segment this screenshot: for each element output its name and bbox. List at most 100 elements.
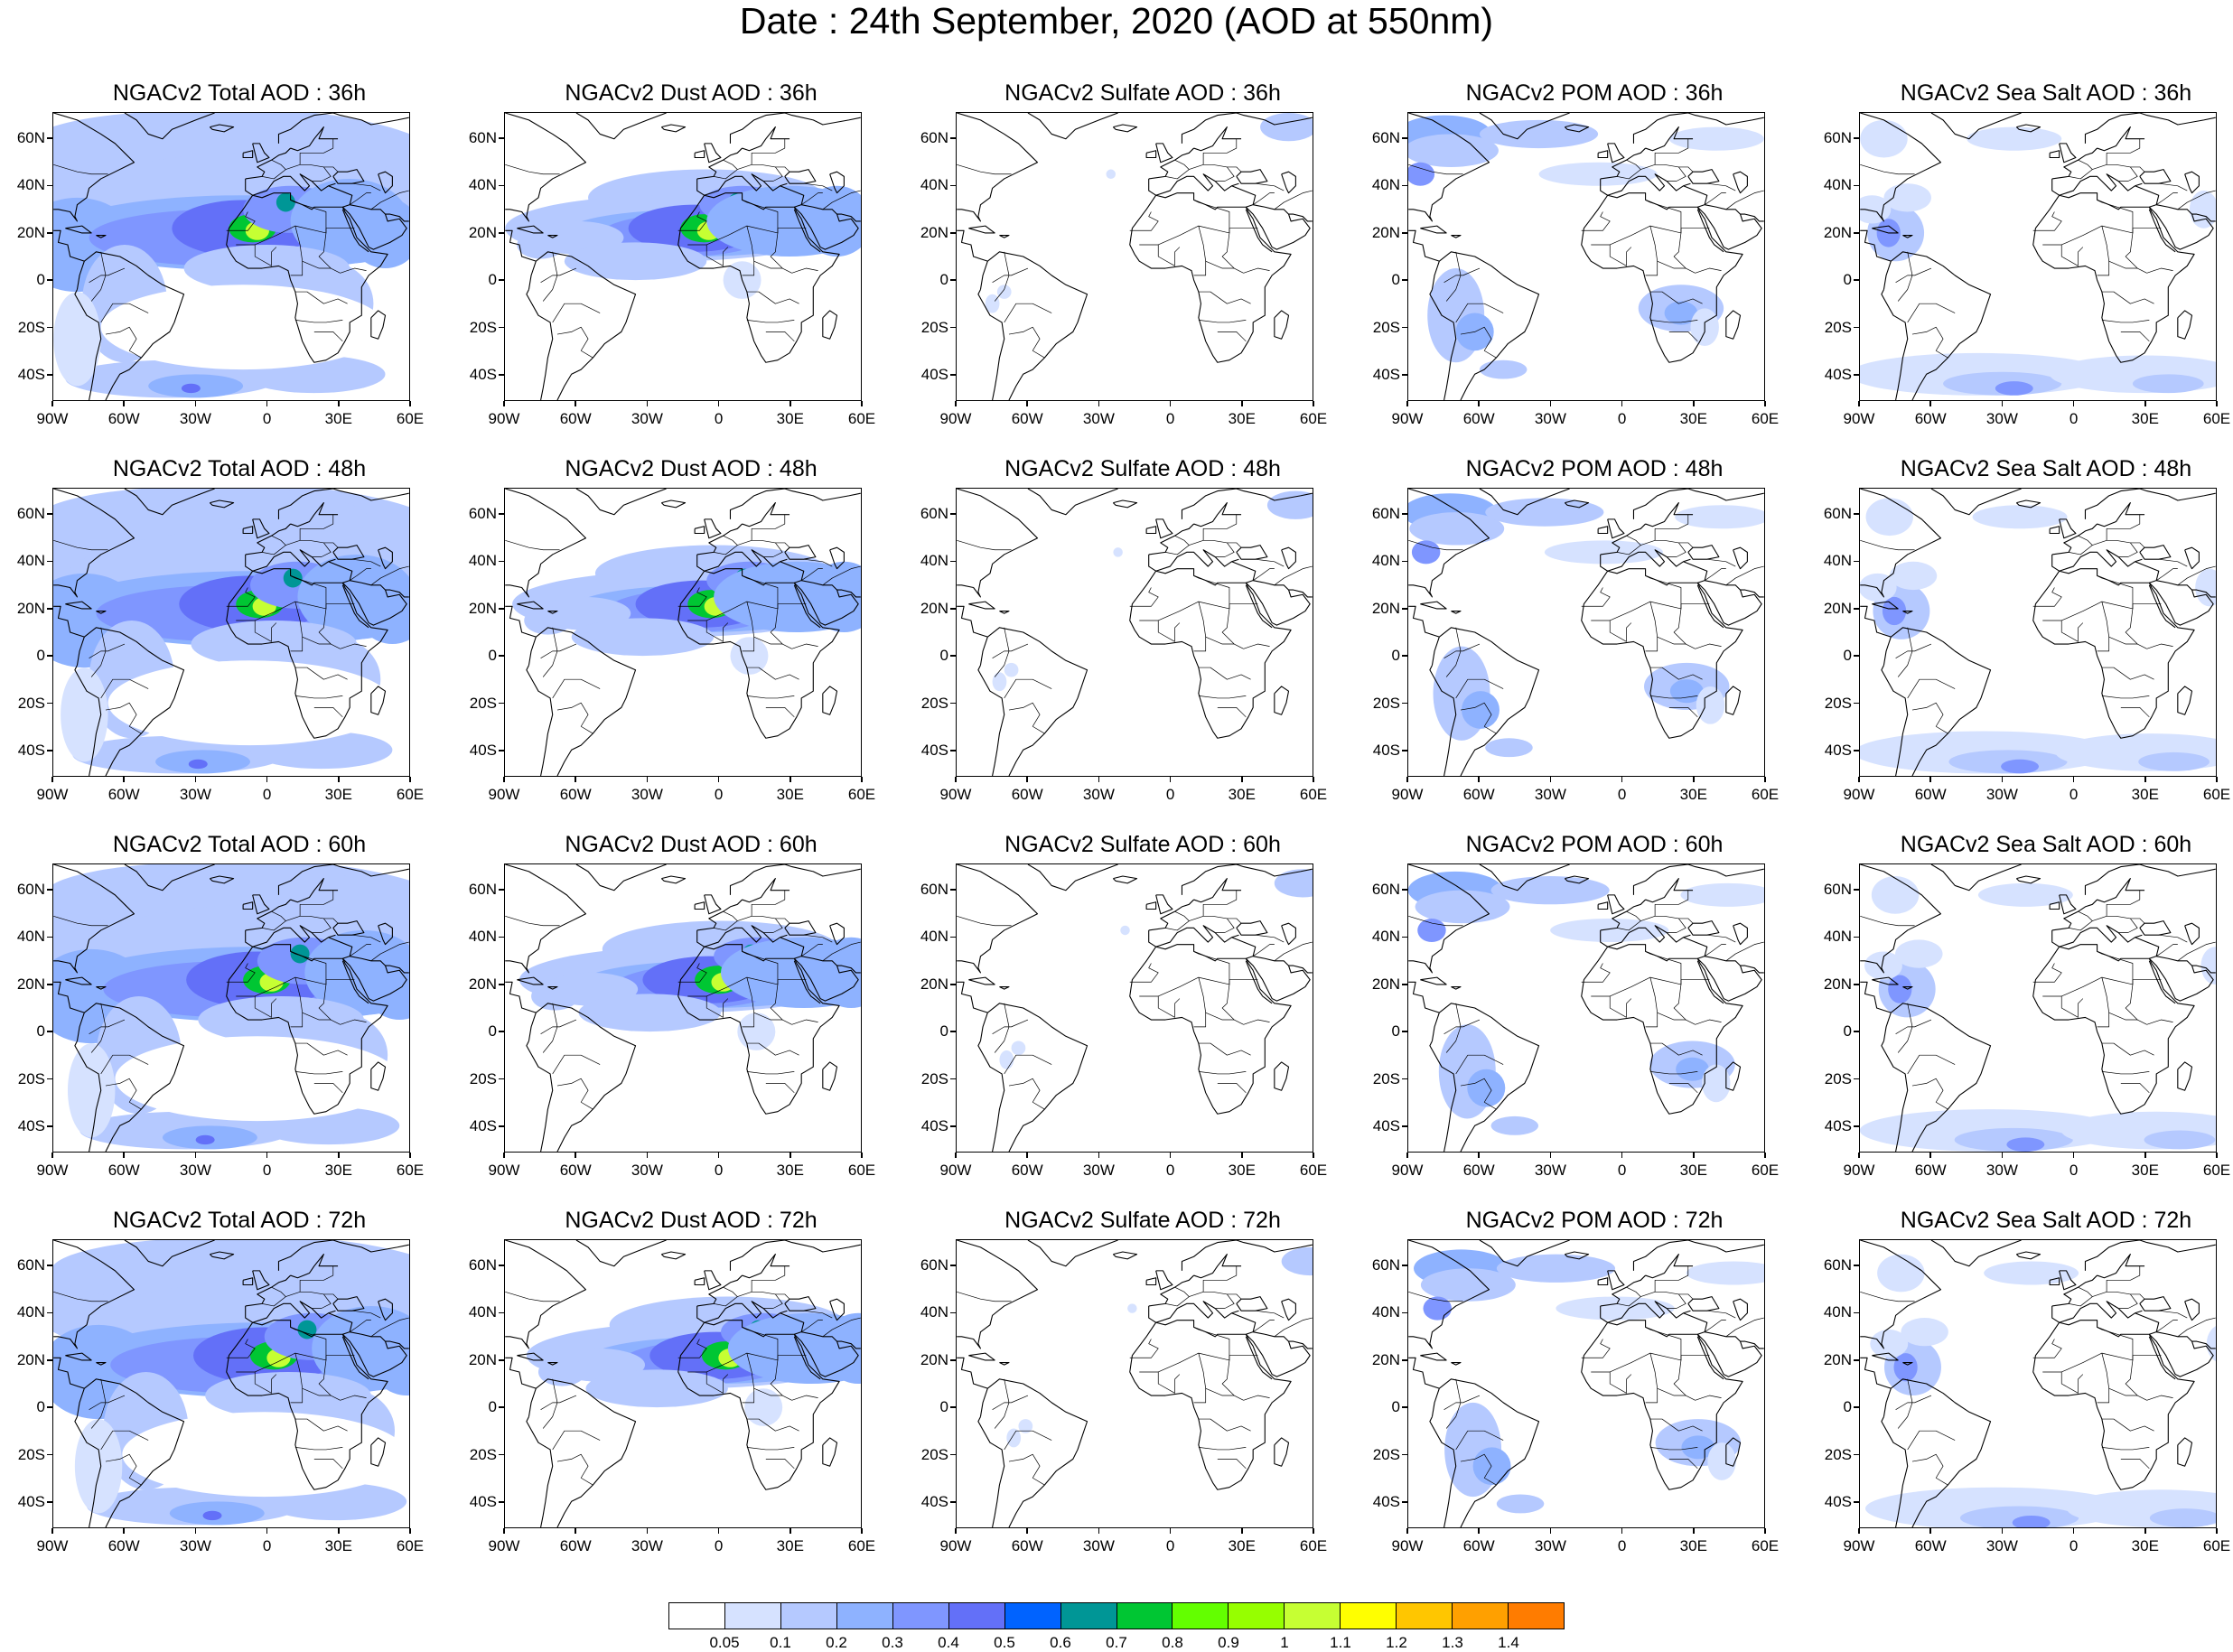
aod-contour <box>1686 1261 1764 1285</box>
lon-tick-label: 0 <box>262 786 272 803</box>
coastlines <box>1408 489 1764 776</box>
lat-tick-label: 60N <box>920 1255 948 1274</box>
aod-field <box>1414 1249 1764 1514</box>
lat-tick-label: 40N <box>920 552 948 570</box>
panel-title: NGACv2 POM AOD : 60h <box>1465 832 1724 857</box>
lat-tick <box>1854 750 1859 751</box>
lat-tick-label: 60N <box>468 504 497 522</box>
colorbar-label: 0.05 <box>709 1634 740 1651</box>
lon-tick-label: 60E <box>847 1537 876 1554</box>
lon-tick <box>646 1528 649 1534</box>
lat-tick-label: 0 <box>1391 271 1400 289</box>
lon-tick <box>194 1153 197 1158</box>
lat-tick <box>499 1359 504 1361</box>
lon-tick-label: 30E <box>776 1537 804 1554</box>
country-borders <box>957 514 1313 734</box>
lat-tick-label: 40S <box>17 1493 45 1511</box>
lon-tick-label: 60W <box>559 410 592 427</box>
lat-tick <box>950 1125 956 1127</box>
map-frame <box>956 112 1313 401</box>
lon-tick-label: 90W <box>939 1537 972 1554</box>
aod-contour <box>122 1412 407 1498</box>
lon-tick <box>1693 777 1695 782</box>
lon-tick-label: 60W <box>1011 1162 1043 1179</box>
coastlines <box>53 864 409 1152</box>
lon-tick-label: 30W <box>631 786 663 803</box>
coastlines <box>1860 1240 2216 1527</box>
aod-contour <box>1274 869 1313 898</box>
lon-tick-label: 30W <box>1985 410 2018 427</box>
colorbar-label: 0.2 <box>826 1634 847 1651</box>
lon-tick <box>646 1153 649 1158</box>
lon-tick <box>1241 1528 1243 1534</box>
country-borders <box>1860 514 2216 734</box>
lat-tick <box>1402 750 1407 751</box>
lon-tick <box>575 401 576 406</box>
lat-tick <box>1402 326 1407 329</box>
lon-tick <box>789 401 791 406</box>
lat-tick <box>499 184 504 187</box>
lon-tick-label: 60E <box>1299 410 1328 427</box>
lat-tick-label: 40S <box>920 1117 948 1135</box>
aod-contour <box>1408 162 1435 186</box>
lat-tick-label: 60N <box>1823 880 1852 898</box>
lat-tick-label: 20S <box>17 318 45 336</box>
map-panel-pom-48h: NGACv2 POM AOD : 48h 60N 40N 20N 0 20S 40S 90W 6… <box>1355 455 1780 803</box>
lon-tick-label: 30E <box>324 1162 352 1179</box>
aod-contour <box>1467 1069 1506 1107</box>
lon-tick-label: 0 <box>1165 1162 1175 1179</box>
aod-contour <box>1411 540 1441 565</box>
lon-tick <box>1406 401 1408 406</box>
lon-tick-label: 90W <box>488 786 520 803</box>
map-canvas <box>1408 489 1764 776</box>
lon-tick-label: 30W <box>179 410 211 427</box>
lat-tick <box>499 560 504 563</box>
country-borders <box>957 1265 1313 1486</box>
lat-tick <box>950 1501 956 1503</box>
lat-tick <box>499 513 504 515</box>
colorbar-label: 1 <box>1280 1634 1289 1651</box>
lon-tick <box>1858 777 1860 782</box>
lon-tick-label: 60W <box>107 410 140 427</box>
lat-tick <box>1854 889 1859 891</box>
lon-tick-label: 90W <box>939 1162 972 1179</box>
lat-tick <box>1402 560 1407 563</box>
lat-tick <box>47 1125 52 1127</box>
lon-tick <box>1169 1153 1172 1158</box>
lon-tick-label: 90W <box>1843 1537 1875 1554</box>
lat-tick-label: 20S <box>17 1069 45 1087</box>
lon-tick-label: 60E <box>396 410 425 427</box>
lat-tick-label: 40N <box>468 552 497 570</box>
lon-tick <box>1621 1528 1623 1534</box>
lat-tick <box>950 889 956 891</box>
map-panel-seasalt-36h: NGACv2 Sea Salt AOD : 36h 60N 40N 20N 0 20S 40… <box>1807 79 2231 427</box>
lon-tick-label: 30W <box>1082 410 1115 427</box>
lon-tick-label: 90W <box>939 786 972 803</box>
lon-tick-label: 30E <box>324 410 352 427</box>
lon-tick <box>1098 1528 1100 1534</box>
lon-tick <box>717 1153 720 1158</box>
aod-field <box>1860 498 2216 774</box>
aod-contour <box>297 1320 317 1339</box>
lat-tick <box>47 702 52 705</box>
aod-contour <box>531 982 579 1011</box>
lat-tick <box>499 1078 504 1080</box>
lon-tick-label: 30W <box>631 1162 663 1179</box>
lon-tick-label: 30W <box>1985 786 2018 803</box>
lat-tick <box>499 889 504 891</box>
lat-tick <box>499 137 504 139</box>
coastlines <box>1860 489 2216 776</box>
lat-tick-label: 40N <box>1823 176 1852 194</box>
lon-tick-label: 30W <box>179 786 211 803</box>
aod-contour <box>1485 498 1604 527</box>
lon-tick <box>194 1528 197 1534</box>
map-panel-total-48h: NGACv2 Total AOD : 48h 60N 40N 20N 0 20S 40S 90… <box>0 455 425 803</box>
country-borders <box>505 514 861 734</box>
lon-tick <box>409 1153 411 1158</box>
aod-contour <box>67 1043 116 1138</box>
aod-contour <box>1260 113 1313 142</box>
colorbar-label: 0.6 <box>1050 1634 1071 1651</box>
lon-tick <box>1621 777 1623 782</box>
map-frame <box>956 488 1313 777</box>
aod-contour <box>996 285 1012 299</box>
